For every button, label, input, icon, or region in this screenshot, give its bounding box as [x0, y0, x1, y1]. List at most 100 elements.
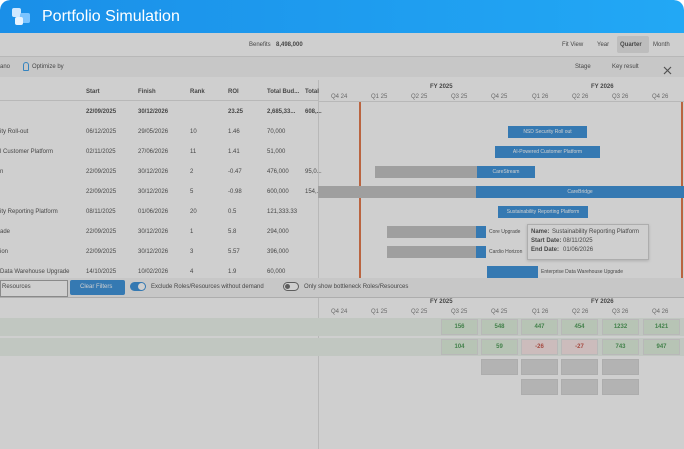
table-cell: 4: [190, 269, 194, 275]
column-header: Total Bud...: [267, 89, 300, 95]
table-cell: 2: [190, 169, 194, 175]
tooltip-value: 01/06/2026: [563, 247, 594, 253]
bar-label: AI-Powered Customer Platform: [512, 149, 583, 155]
project-name: ity Roll-out: [0, 129, 29, 135]
tooltip-label: Start Date:: [531, 238, 562, 244]
table-cell: 121,333.33: [267, 209, 298, 215]
scenario: ano: [0, 64, 11, 70]
column-header: Start: [86, 89, 100, 95]
table-cell: 5.8: [228, 229, 237, 235]
demand-cell-empty: [561, 359, 598, 375]
bar-label: Cardio Horizon: [489, 249, 523, 255]
demand-value: 743: [615, 344, 626, 350]
table-cell: -0.98: [228, 189, 242, 195]
table-cell: 20: [190, 209, 197, 215]
gantt-bar[interactable]: [495, 146, 600, 158]
table-cell: 01/06/2026: [138, 209, 169, 215]
demand-cell: [602, 339, 639, 355]
demand-cell-empty: [521, 379, 558, 395]
demand-cell: [561, 339, 598, 355]
demand-cell: [561, 319, 598, 335]
optimize-by[interactable]: Optimize by: [32, 64, 64, 70]
demand-value: 454: [574, 324, 585, 330]
gantt-bar[interactable]: [476, 226, 486, 238]
divider: [0, 56, 684, 57]
demand-cell: [602, 319, 639, 335]
table-cell: 08/11/2025: [86, 209, 116, 215]
bulb-icon: [23, 62, 29, 71]
gantt-bar[interactable]: [477, 166, 535, 178]
quarter-label: Q1 26: [532, 309, 549, 315]
resource-dropdown[interactable]: [0, 280, 68, 297]
quarter-label: Q3 25: [451, 309, 468, 315]
fiscal-year: FY 2025: [430, 299, 453, 305]
table-cell: 5: [190, 189, 194, 195]
benefits-label: Benefits: [249, 42, 271, 48]
view-button[interactable]: Fit View: [562, 42, 584, 48]
quarter-label: Q4 25: [491, 94, 508, 100]
quarter-label: Q1 26: [532, 94, 549, 100]
column-header: Rank: [190, 89, 205, 95]
stage-dropdown[interactable]: Stage: [575, 64, 591, 70]
column-header: Total: [305, 89, 319, 95]
view-button[interactable]: Quarter: [620, 42, 642, 48]
toolbar: [0, 57, 684, 77]
tooltip-label: Name:: [531, 229, 550, 235]
gantt-bar[interactable]: [487, 266, 538, 278]
table-cell: 60,000: [267, 269, 286, 275]
gantt-bar[interactable]: [498, 206, 588, 218]
app-title: Portfolio Simulation: [42, 8, 180, 25]
table-cell: 10: [190, 129, 197, 135]
fiscal-year: FY 2026: [591, 84, 614, 90]
bar-label: Core Upgrade: [489, 229, 521, 235]
view-button[interactable]: Year: [597, 42, 610, 48]
project-name: l Customer Platform: [0, 149, 54, 155]
gantt-bar-shadow: [387, 246, 476, 258]
gantt-bar-shadow: [318, 186, 476, 198]
quarter-label: Q2 25: [411, 94, 428, 100]
clear-button-text[interactable]: Clear Filters: [80, 284, 113, 290]
quarter-label: Q4 24: [331, 309, 348, 315]
demand-value: -27: [575, 344, 584, 350]
table-cell: 22/09/2025: [86, 189, 117, 195]
demand-cell: [521, 319, 558, 335]
quarter-label: Q4 26: [652, 94, 669, 100]
bar-label: Enterprise Data Warehouse Upgrade: [541, 269, 624, 275]
key-result-dropdown[interactable]: Key result: [612, 64, 639, 70]
toggle-knob: [285, 284, 290, 289]
table-cell: 476,000: [267, 169, 289, 175]
gantt-bar[interactable]: [476, 186, 684, 198]
view-button[interactable]: Month: [653, 42, 670, 48]
table-cell: 1.46: [228, 129, 240, 135]
clear-button[interactable]: [70, 280, 125, 295]
gantt-bar-shadow: [375, 166, 477, 178]
gantt-bar[interactable]: [508, 126, 587, 138]
demand-cell: [521, 339, 558, 355]
table-cell: 27/06/2026: [138, 149, 169, 155]
table-cell: 1.41: [228, 149, 240, 155]
quarter-label: Q4 25: [491, 309, 508, 315]
column-header: ROI: [228, 89, 239, 95]
bar-label: CareBridge: [567, 189, 593, 195]
demand-cell-empty: [481, 359, 518, 375]
table-cell: 30/12/2026: [138, 229, 169, 235]
close-button[interactable]: [663, 62, 672, 75]
table-cell: 06/12/2025: [86, 129, 117, 135]
demand-value: 104: [454, 344, 465, 350]
toggle-off[interactable]: [283, 282, 299, 291]
toggle-label: Only show bottleneck Roles/Resources: [304, 284, 409, 290]
gantt-bar[interactable]: [476, 246, 486, 258]
table-cell: -0.47: [228, 169, 242, 175]
table-cell: 3: [190, 249, 194, 255]
project-name: ity Reporting Platform: [0, 209, 58, 215]
quarter-label: Q4 24: [331, 94, 348, 100]
resource-dropdown-text[interactable]: Resources: [2, 284, 31, 290]
demand-value: 1421: [654, 324, 669, 330]
demand-value: 1232: [613, 324, 628, 330]
quarter-label: Q2 26: [572, 94, 589, 100]
table-cell: 70,000: [267, 129, 286, 135]
demand-value: 548: [494, 324, 505, 330]
demand-cell: [441, 339, 478, 355]
demand-value: 947: [656, 344, 667, 350]
project-name: n: [0, 169, 4, 175]
